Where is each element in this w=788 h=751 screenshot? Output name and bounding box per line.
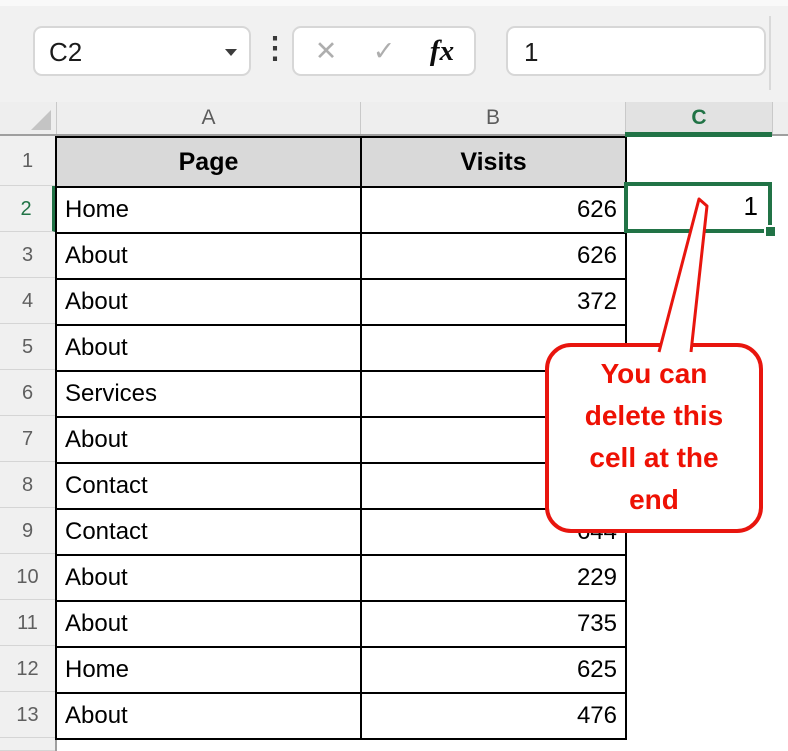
- column-header-c[interactable]: C: [625, 102, 772, 134]
- callout-line: cell at the: [589, 442, 719, 473]
- cell-A9[interactable]: Contact: [55, 508, 362, 556]
- cell-B10[interactable]: 229: [360, 554, 627, 602]
- column-header-d[interactable]: [772, 102, 788, 134]
- cell-B2[interactable]: 626: [360, 186, 627, 234]
- row-header-7[interactable]: 7: [0, 416, 55, 462]
- top-strip: [0, 0, 788, 6]
- cancel-icon[interactable]: ✕: [314, 36, 338, 66]
- callout-bubble: You can delete this cell at the end: [545, 343, 763, 533]
- insert-function-icon[interactable]: fx: [429, 35, 455, 67]
- selected-cell-c2[interactable]: 1: [624, 182, 772, 233]
- cell-A6[interactable]: Services: [55, 370, 362, 418]
- row-header-5[interactable]: 5: [0, 324, 55, 370]
- name-box[interactable]: C2: [33, 26, 251, 76]
- row-header-9[interactable]: 9: [0, 508, 55, 554]
- selected-cell-value: 1: [743, 191, 758, 221]
- formula-bar-divider: [769, 16, 771, 90]
- cell-A10[interactable]: About: [55, 554, 362, 602]
- cell-A11[interactable]: About: [55, 600, 362, 648]
- cell-A5[interactable]: About: [55, 324, 362, 372]
- column-header-b[interactable]: B: [360, 102, 625, 134]
- formula-button-group: ✕ ✓ fx: [292, 26, 476, 76]
- row-header-2[interactable]: 2: [0, 186, 55, 232]
- cell-A7[interactable]: About: [55, 416, 362, 464]
- formula-bar-area: C2 ⋮ ✕ ✓ fx 1: [0, 0, 788, 102]
- cell-A3[interactable]: About: [55, 232, 362, 280]
- row-header-6[interactable]: 6: [0, 370, 55, 416]
- cell-A4[interactable]: About: [55, 278, 362, 326]
- column-header-a[interactable]: A: [201, 106, 216, 129]
- cell-B3[interactable]: 626: [360, 232, 627, 280]
- row-header-4[interactable]: 4: [0, 278, 55, 324]
- callout-line: delete this: [584, 400, 724, 431]
- enter-icon[interactable]: ✓: [372, 36, 396, 66]
- select-all-corner[interactable]: [0, 102, 57, 134]
- cell-B4[interactable]: 372: [360, 278, 627, 326]
- cell-A2[interactable]: Home: [55, 186, 362, 234]
- cell-B11[interactable]: 735: [360, 600, 627, 648]
- cell-A12[interactable]: Home: [55, 646, 362, 694]
- row-header-8[interactable]: 8: [0, 462, 55, 508]
- cell-B12[interactable]: 625: [360, 646, 627, 694]
- cell-B1[interactable]: Visits: [360, 136, 627, 188]
- callout-line: You can: [600, 358, 708, 389]
- cell-A13[interactable]: About: [55, 692, 362, 740]
- row-header-10[interactable]: 10: [0, 554, 55, 600]
- formula-bar-value: 1: [524, 37, 539, 67]
- row-header-partial: [0, 738, 55, 751]
- row-header-1[interactable]: 1: [0, 136, 55, 186]
- name-box-dropdown-icon[interactable]: [225, 49, 237, 56]
- row-header-3[interactable]: 3: [0, 232, 55, 278]
- fill-handle[interactable]: [764, 225, 777, 238]
- callout-line: end: [629, 484, 679, 515]
- row-header-13[interactable]: 13: [0, 692, 55, 738]
- cell-A8[interactable]: Contact: [55, 462, 362, 510]
- name-box-value: C2: [49, 37, 83, 67]
- selected-column-underline: [625, 132, 772, 137]
- callout-text: You can delete this cell at the end: [549, 353, 759, 521]
- cell-A1[interactable]: Page: [55, 136, 362, 188]
- column-header-row: A B C: [0, 102, 788, 136]
- row-header-11[interactable]: 11: [0, 600, 55, 646]
- cell-B13[interactable]: 476: [360, 692, 627, 740]
- row-header-12[interactable]: 12: [0, 646, 55, 692]
- formula-bar-input[interactable]: 1: [506, 26, 766, 76]
